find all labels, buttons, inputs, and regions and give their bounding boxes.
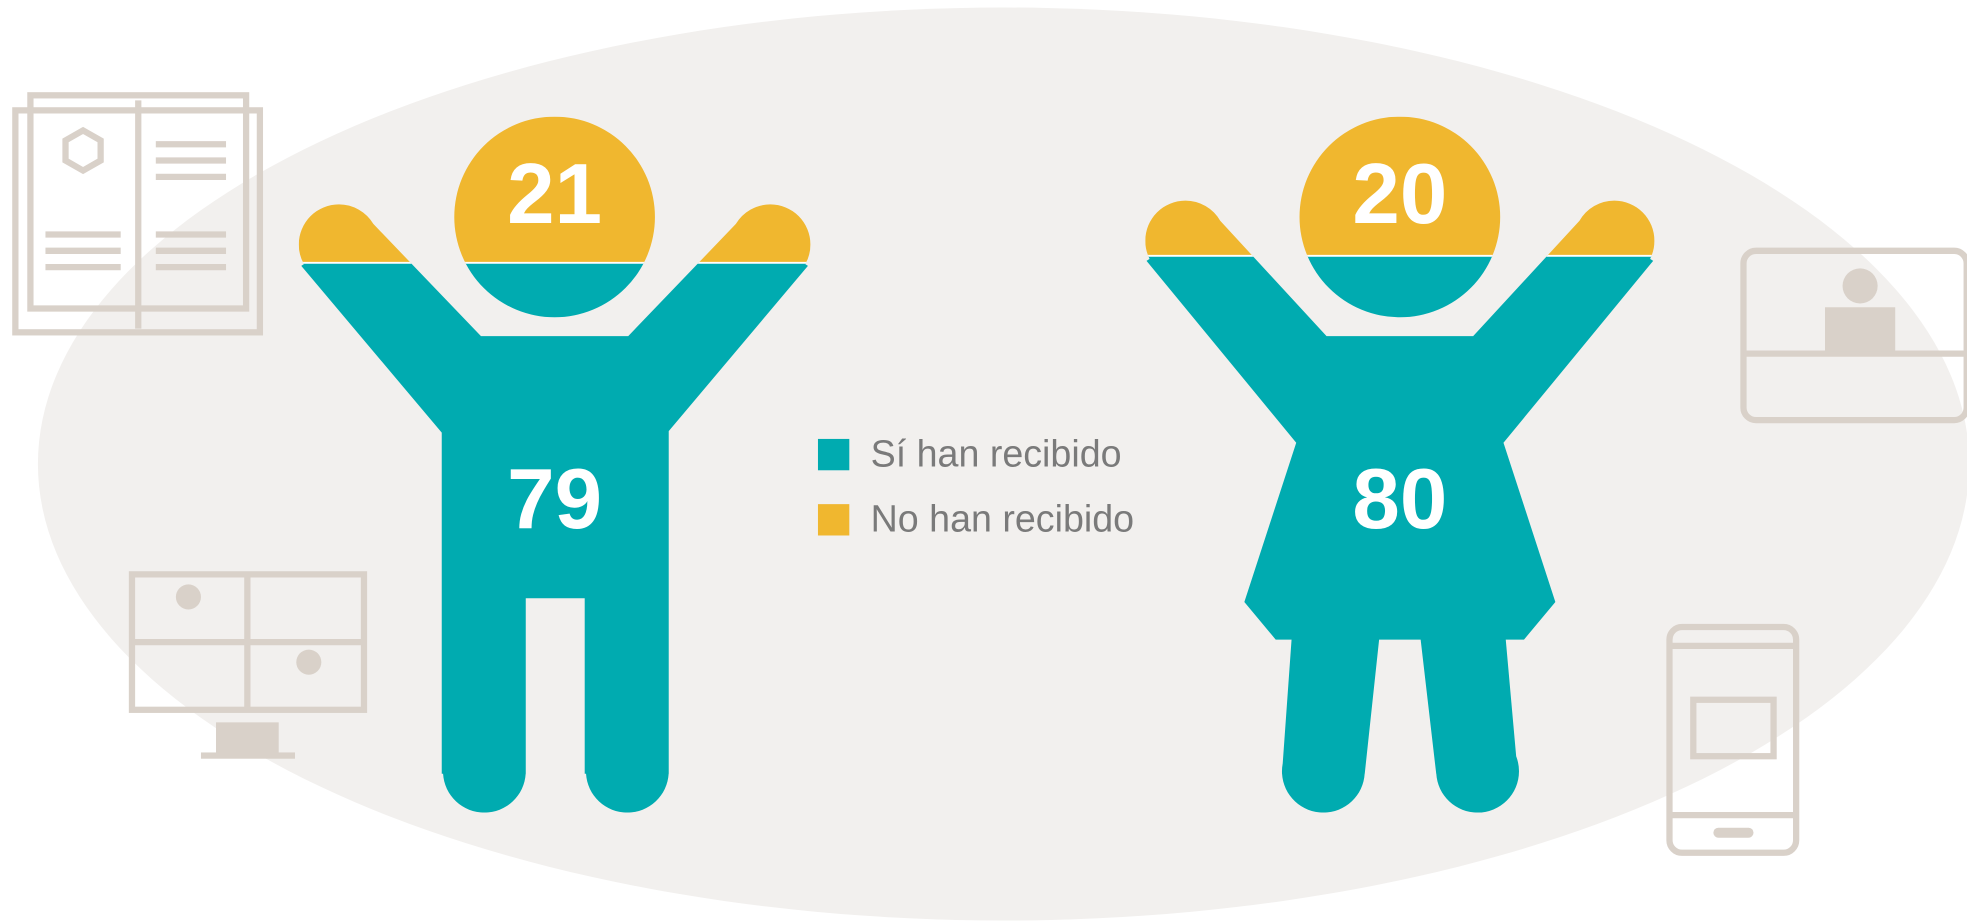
value-label: 80 <box>1352 452 1447 547</box>
legend-swatch <box>817 438 850 471</box>
decor-icons <box>12 92 1967 856</box>
value-label: 20 <box>1352 147 1447 242</box>
legend-label: Sí han recibido <box>871 432 1122 474</box>
value-label: 21 <box>507 147 602 242</box>
value-label: 79 <box>507 452 602 547</box>
legend-label: No han recibido <box>871 498 1134 540</box>
legend-swatch <box>817 504 850 536</box>
